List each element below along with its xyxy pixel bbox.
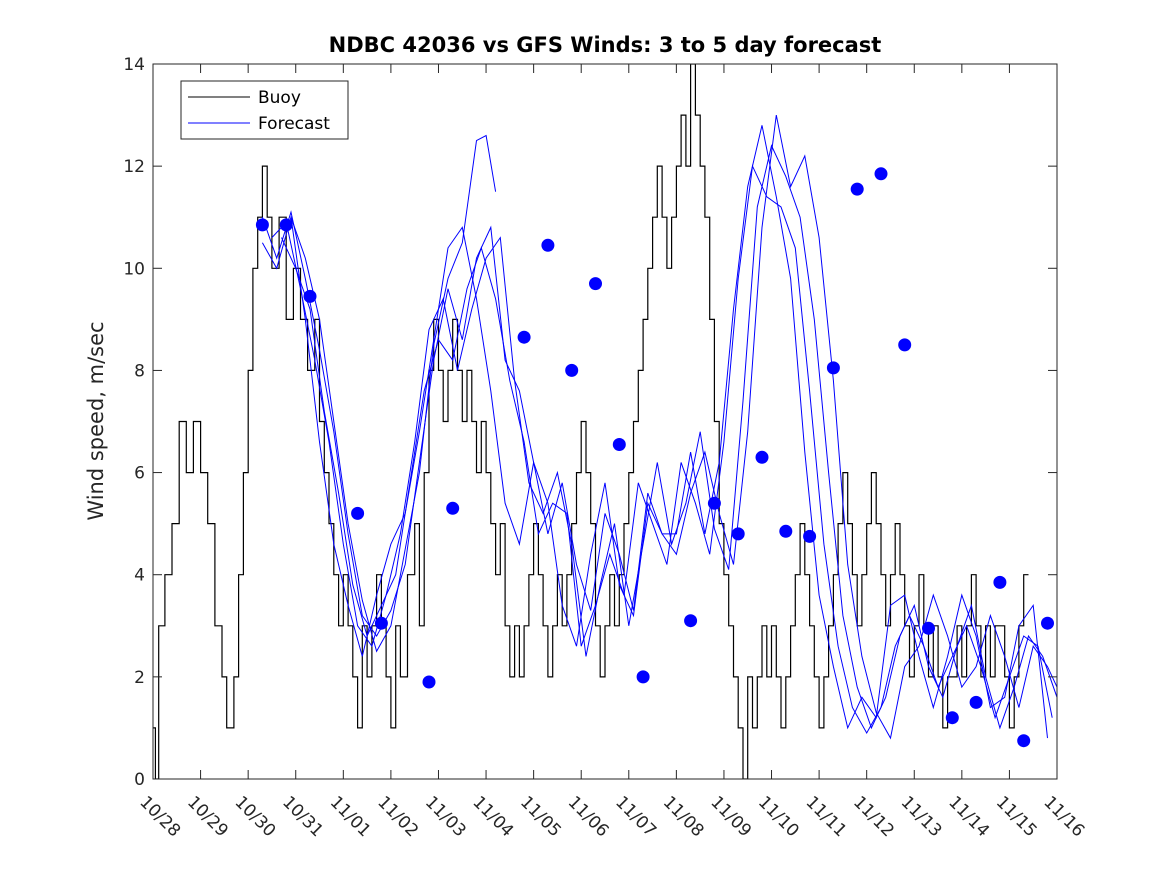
forecast-marker-7 (517, 330, 531, 344)
x-tick-label-8: 11/05 (516, 792, 565, 841)
x-tick-label-16: 11/13 (897, 792, 946, 841)
forecast-line-3 (271, 144, 1057, 730)
buoy-line (153, 64, 1029, 779)
legend-buoy-label: Buoy (258, 88, 301, 108)
y-tick-label-3: 6 (134, 464, 145, 484)
x-tick-label-15: 11/12 (849, 792, 898, 841)
legend-forecast-label: Forecast (258, 114, 330, 134)
forecast-marker-13 (684, 614, 698, 628)
x-tick-label-3: 10/31 (278, 792, 327, 841)
forecast-marker-20 (850, 182, 864, 196)
legend: Buoy Forecast (180, 80, 349, 140)
x-tick-label-6: 11/03 (421, 792, 470, 841)
forecast-marker-3 (351, 506, 365, 520)
forecast-marker-15 (731, 527, 745, 541)
legend-box (180, 80, 349, 140)
x-tick-label-13: 11/10 (754, 792, 803, 841)
x-tick-label-1: 10/29 (183, 792, 232, 841)
y-tick-label-2: 4 (134, 566, 145, 586)
forecast-series-layer (261, 115, 1057, 740)
x-tick-label-4: 11/01 (326, 792, 375, 841)
forecast-line-1 (261, 134, 497, 653)
x-tick-label-0: 10/28 (135, 792, 184, 841)
plot-area-frame (152, 63, 1058, 780)
forecast-marker-25 (969, 695, 983, 709)
forecast-marker-10 (589, 277, 602, 291)
forecast-marker-22 (898, 338, 912, 352)
x-tick-label-12: 11/09 (706, 792, 755, 841)
forecast-marker-16 (755, 450, 769, 464)
forecast-marker-27 (1017, 734, 1031, 748)
forecast-marker-0 (255, 218, 269, 232)
x-tick-label-18: 11/15 (992, 792, 1041, 841)
x-tick-label-17: 11/14 (944, 792, 993, 841)
x-tick-label-2: 10/30 (231, 792, 280, 841)
x-tick-label-7: 11/04 (469, 792, 518, 841)
forecast-marker-23 (922, 621, 935, 635)
buoy-series-layer (153, 64, 1029, 779)
forecast-line-5 (290, 125, 1048, 739)
forecast-marker-5 (422, 675, 436, 689)
y-axis-ticks: 0 2 4 6 8 10 12 14 (123, 55, 1057, 790)
y-tick-label-6: 12 (123, 157, 145, 177)
forecast-marker-8 (541, 238, 555, 252)
forecast-marker-24 (945, 711, 959, 725)
forecast-marker-6 (446, 501, 460, 515)
x-tick-label-14: 11/11 (802, 792, 851, 841)
forecast-marker-14 (707, 496, 721, 510)
chart-title: NDBC 42036 vs GFS Winds: 3 to 5 day fore… (329, 33, 882, 57)
x-tick-label-19: 11/16 (1039, 792, 1088, 841)
forecast-marker-12 (636, 670, 650, 684)
y-axis-label: Wind speed, m/sec (84, 321, 108, 520)
y-tick-label-1: 2 (134, 668, 145, 688)
forecast-marker-4 (374, 616, 388, 630)
forecast-line-4 (281, 164, 1053, 735)
y-tick-label-4: 8 (134, 361, 145, 381)
forecast-marker-28 (1041, 616, 1054, 630)
y-tick-label-5: 10 (123, 259, 145, 279)
forecast-marker-21 (874, 167, 888, 181)
x-tick-label-9: 11/06 (564, 792, 613, 841)
forecast-marker-2 (303, 289, 317, 303)
y-tick-label-7: 14 (123, 55, 145, 75)
x-axis-ticks: 10/2810/2910/3010/3111/0111/0211/0311/04… (135, 64, 1088, 841)
y-tick-label-0: 0 (134, 770, 145, 790)
forecast-marker-1 (279, 218, 293, 232)
forecast-marker-11 (612, 438, 626, 451)
forecast-marker-layer (255, 167, 1054, 748)
forecast-marker-19 (826, 361, 840, 375)
x-tick-label-10: 11/07 (611, 792, 660, 841)
x-tick-label-11: 11/08 (659, 792, 708, 841)
forecast-marker-17 (779, 524, 793, 538)
x-tick-label-5: 11/02 (373, 792, 422, 841)
forecast-marker-9 (565, 363, 579, 377)
forecast-marker-26 (993, 575, 1007, 589)
forecast-marker-18 (803, 529, 817, 543)
